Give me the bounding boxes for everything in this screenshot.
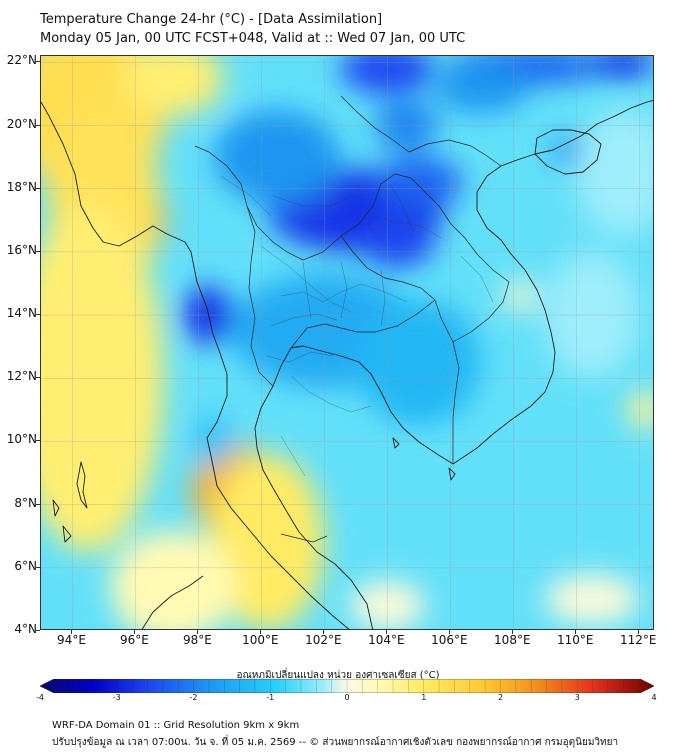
lat-tick-label: 12°N: [6, 369, 37, 384]
lon-tick-label: 98°E: [182, 633, 212, 647]
lon-tick-label: 100°E: [242, 633, 279, 647]
map-title: Temperature Change 24-hr (°C) - [Data As…: [40, 12, 383, 27]
temperature-anomaly-9: [626, 390, 653, 429]
lon-tick: [260, 630, 262, 634]
lat-tick: [36, 566, 40, 568]
lon-tick: [449, 630, 451, 634]
colorbar-tick-label: -3: [112, 693, 121, 702]
lat-tick: [36, 314, 40, 316]
lon-tick-label: 102°E: [305, 633, 342, 647]
graticule: [41, 56, 653, 629]
lon-tick: [512, 630, 514, 634]
temperature-anomaly-28: [576, 109, 653, 237]
colorbar-tick-label: 1: [421, 693, 427, 702]
lat-tick: [36, 124, 40, 126]
lat-tick: [36, 440, 40, 442]
lon-tick: [386, 630, 388, 634]
lat-tick-label: 16°N: [6, 242, 37, 257]
country-borders: [194, 95, 510, 543]
lat-tick-label: 8°N: [14, 495, 37, 510]
temperature-field: [41, 56, 653, 629]
temperature-anomaly-26: [214, 109, 341, 205]
lat-tick: [36, 250, 40, 252]
lon-tick: [638, 630, 640, 634]
lat-tick: [36, 630, 40, 631]
temperature-anomaly-16: [374, 157, 463, 208]
temperature-map: [41, 56, 653, 629]
colorbar-tick-label: 4: [651, 693, 657, 702]
colorbar-tick-label: 3: [574, 693, 580, 702]
temperature-anomaly-22: [434, 62, 530, 113]
colorbar-tick-label: 0: [344, 693, 350, 702]
colorbar-tick-label: -2: [189, 693, 198, 702]
temperature-anomaly-25: [355, 299, 482, 426]
colorbar-ticks: [55, 679, 639, 693]
colorbar-title: อุณหภูมิเปลี่ยนแปลง หน่วย องศาเซลเซียส (…: [236, 670, 440, 681]
lon-tick-label: 106°E: [431, 633, 468, 647]
colorbar-tick-label: -1: [266, 693, 275, 702]
lat-tick-label: 4°N: [14, 622, 37, 636]
temperature-anomaly-20: [592, 56, 653, 79]
lon-tick-label: 112°E: [620, 633, 657, 647]
colorbar-tick-label: -4: [36, 693, 44, 702]
temperature-anomaly-10: [503, 280, 536, 312]
lat-tick-label: 10°N: [6, 432, 37, 447]
temperature-anomaly-8: [110, 529, 237, 629]
lon-tick-label: 96°E: [120, 633, 149, 647]
lat-tick: [36, 377, 40, 379]
lat-tick-label: 6°N: [14, 558, 37, 573]
lon-tick: [197, 630, 199, 634]
temperature-anomaly-15: [359, 217, 435, 268]
lon-tick-label: 110°E: [557, 633, 594, 647]
lat-tick: [36, 61, 40, 63]
lat-tick-label: 18°N: [6, 179, 37, 194]
lat-tick-label: 14°N: [6, 306, 37, 321]
lon-tick-label: 94°E: [57, 633, 86, 647]
lat-tick-label: 22°N: [6, 53, 37, 68]
temperature-anomaly-12: [544, 574, 640, 625]
colorbar-tick-label: 2: [497, 693, 504, 702]
temperature-anomaly-7: [211, 454, 325, 629]
lon-tick: [71, 630, 73, 634]
lon-tick: [323, 630, 325, 634]
lon-tick: [134, 630, 136, 634]
lon-tick: [575, 630, 577, 634]
map-panel: [40, 55, 654, 630]
map-subtitle: Monday 05 Jan, 00 UTC FCST+048, Valid at…: [40, 31, 466, 46]
footer-domain-info: WRF-DA Domain 01 :: Grid Resolution 9km …: [52, 720, 300, 731]
lon-tick-label: 108°E: [494, 633, 531, 647]
colorbar: [40, 679, 654, 693]
province-borders: [220, 175, 494, 477]
colorbar-gradient: [40, 679, 654, 693]
lat-tick: [36, 187, 40, 189]
lat-tick-label: 20°N: [6, 116, 37, 131]
footer-credit: ปรับปรุงข้อมูล ณ เวลา 07:00น. วัน จ. ที่…: [52, 737, 619, 748]
lat-tick: [36, 503, 40, 505]
lon-tick-label: 104°E: [368, 633, 405, 647]
coastlines: [41, 100, 653, 629]
